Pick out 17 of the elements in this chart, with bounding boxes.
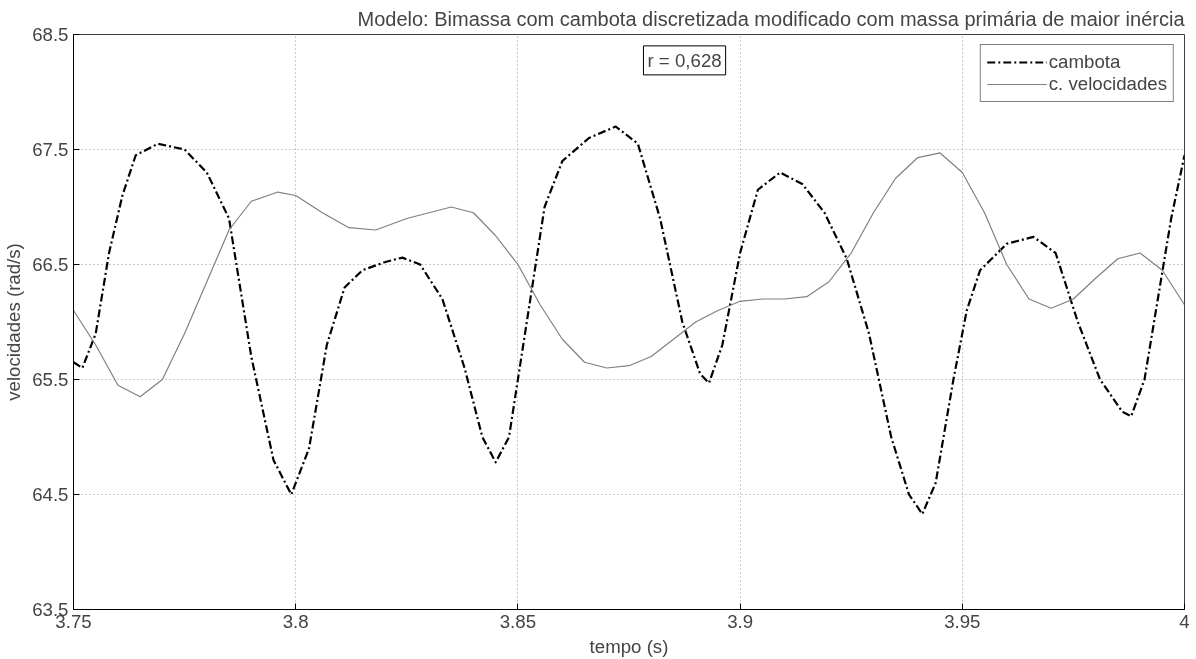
y-tick-label: 64.5 xyxy=(32,484,69,505)
y-tick-label: 67.5 xyxy=(32,139,69,160)
y-tick-label: 68.5 xyxy=(32,24,69,45)
legend-label: c. velocidades xyxy=(1048,73,1167,95)
chart-title: Modelo: Bimassa com cambota discretizada modificado com massa primária de maior inércia xyxy=(357,7,1186,30)
x-tick-label: 3.9 xyxy=(727,610,754,632)
x-tick-label: 3.8 xyxy=(282,610,309,632)
y-tick-label: 66.5 xyxy=(32,254,69,275)
legend-label: cambota xyxy=(1048,51,1121,73)
x-axis-title: tempo (s) xyxy=(589,635,669,657)
x-tick-label: 3.95 xyxy=(944,610,981,632)
x-tick-label: 4 xyxy=(1179,610,1190,632)
x-tick-label: 3.85 xyxy=(499,610,537,632)
line-series xyxy=(73,152,1185,398)
y-axis-title: velocidades (rad/s) xyxy=(3,243,25,401)
annotation: r = 0,628 xyxy=(647,49,722,71)
y-tick-label: 65.5 xyxy=(32,369,69,390)
